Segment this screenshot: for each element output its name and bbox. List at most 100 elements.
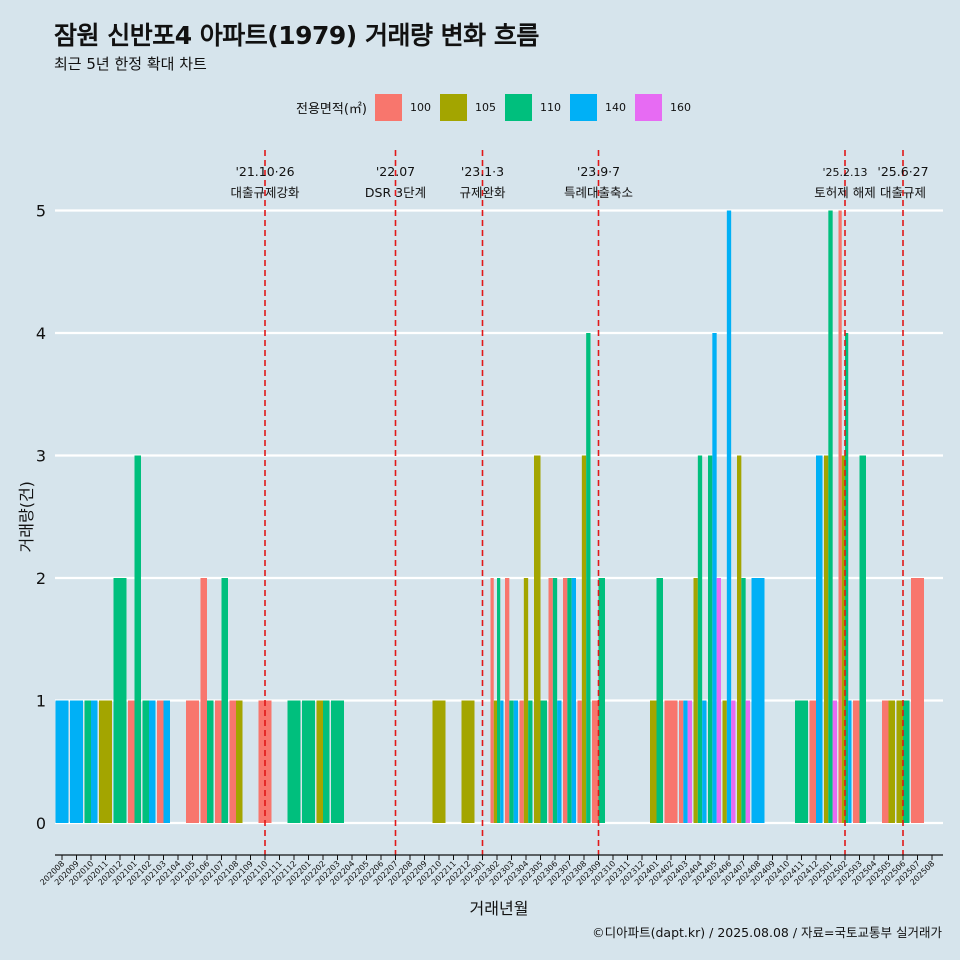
legend-swatch-105 bbox=[439, 93, 467, 121]
bar-202308-100 bbox=[577, 700, 582, 823]
bar-202405-160 bbox=[716, 578, 721, 823]
bar-202502-105 bbox=[841, 455, 845, 823]
bar-202012-110 bbox=[113, 578, 127, 823]
bar-202405-140 bbox=[712, 333, 717, 823]
y-tick-label: 5 bbox=[36, 202, 46, 221]
bar-202306-100 bbox=[548, 578, 553, 823]
bar-202106-100 bbox=[200, 578, 207, 823]
source-caption: ©디아파트(dapt.kr) / 2025.08.08 / 자료=국토교통부 실… bbox=[592, 925, 942, 940]
bar-202506-105 bbox=[896, 700, 903, 823]
bar-202308-105 bbox=[581, 455, 587, 823]
bar-202308-110 bbox=[586, 333, 591, 823]
legend-item-100: 100 bbox=[374, 93, 432, 121]
event-text-label: 특례대출축소 bbox=[564, 185, 633, 200]
legend-swatch-140 bbox=[569, 93, 597, 121]
bar-202502-140 bbox=[848, 700, 852, 823]
bar-202505-100 bbox=[882, 700, 889, 823]
bar-202501-110 bbox=[828, 210, 833, 823]
bar-202503-110 bbox=[859, 455, 866, 823]
bar-202108-100 bbox=[229, 700, 236, 823]
bar-202407-105 bbox=[737, 455, 742, 823]
legend-item-160: 160 bbox=[634, 93, 692, 121]
chart-title: 잠원 신반포4 아파트(1979) 거래량 변화 흐름 bbox=[54, 21, 539, 50]
bar-202503-100 bbox=[853, 700, 860, 823]
bar-202103-140 bbox=[163, 700, 170, 823]
bar-202309-110 bbox=[598, 578, 605, 823]
bar-202401-110 bbox=[656, 578, 663, 823]
event-date-label: '23.1·3 bbox=[461, 164, 504, 179]
bar-202307-110 bbox=[567, 578, 572, 823]
event-text-label: 대출규제강화 bbox=[230, 185, 300, 200]
y-tick-label: 0 bbox=[36, 814, 46, 833]
legend-label-110: 110 bbox=[539, 100, 561, 114]
bar-202412-100 bbox=[809, 700, 816, 823]
bar-202408-140 bbox=[751, 578, 765, 823]
bar-202302-110 bbox=[497, 578, 501, 823]
legend-item-110: 110 bbox=[504, 93, 562, 121]
bar-202101-110 bbox=[134, 455, 141, 823]
bar-202202-105 bbox=[316, 700, 323, 823]
event-date-label: '22.07 bbox=[376, 164, 415, 179]
bar-202210-105 bbox=[432, 700, 446, 823]
bar-202009-140 bbox=[70, 700, 83, 823]
bar-202501-105 bbox=[824, 455, 829, 823]
bar-202103-100 bbox=[157, 700, 164, 823]
bar-202302-140 bbox=[500, 700, 504, 823]
bar-202303-100 bbox=[505, 578, 510, 823]
legend-swatch-110 bbox=[504, 93, 532, 121]
legend-label-140: 140 bbox=[604, 100, 626, 114]
bar-202304-105 bbox=[523, 578, 529, 823]
event-text-label: 규제완화 bbox=[459, 185, 506, 200]
bar-202405-110 bbox=[708, 455, 713, 823]
bar-202502-110 bbox=[845, 333, 849, 823]
bar-202407-110 bbox=[741, 578, 746, 823]
bar-202306-140 bbox=[557, 700, 562, 823]
legend-swatch-160 bbox=[634, 93, 662, 121]
event-text-label: DSR 3단계 bbox=[365, 185, 426, 200]
bar-202403-140 bbox=[683, 700, 688, 823]
y-axis-label: 거래량(건) bbox=[17, 481, 36, 552]
event-text-label: 대출규제 bbox=[880, 185, 926, 200]
bar-202102-110 bbox=[142, 700, 149, 823]
bar-202303-140 bbox=[513, 700, 518, 823]
bar-202107-100 bbox=[215, 700, 222, 823]
bar-202404-105 bbox=[693, 578, 698, 823]
chart-subtitle: 최근 5년 한정 확대 차트 bbox=[54, 55, 207, 73]
bar-202412-140 bbox=[816, 455, 823, 823]
bar-202010-140 bbox=[91, 700, 98, 823]
bar-202304-100 bbox=[519, 700, 524, 823]
bar-202304-110 bbox=[528, 700, 533, 823]
bar-202403-100 bbox=[679, 700, 684, 823]
bar-202302-100 bbox=[490, 578, 494, 823]
legend-item-140: 140 bbox=[569, 93, 627, 121]
bar-202406-140 bbox=[726, 210, 732, 823]
event-date-label: '25.6·27 bbox=[877, 164, 928, 179]
legend-label-160: 160 bbox=[669, 100, 691, 114]
bar-202506-110 bbox=[903, 700, 910, 823]
bar-202407-160 bbox=[745, 700, 750, 823]
bar-202307-100 bbox=[563, 578, 568, 823]
bar-202307-140 bbox=[571, 578, 576, 823]
bar-202107-110 bbox=[221, 578, 228, 823]
bar-202011-105 bbox=[99, 700, 112, 823]
bar-202108-105 bbox=[236, 700, 243, 823]
bar-202302-105 bbox=[493, 700, 497, 823]
event-date-label: '21.10·26 bbox=[235, 164, 294, 179]
bar-202309-100 bbox=[592, 700, 599, 823]
bar-202105-100 bbox=[186, 700, 199, 823]
bar-202306-110 bbox=[552, 578, 558, 823]
y-tick-label: 1 bbox=[36, 692, 46, 711]
bar-202008-140 bbox=[55, 700, 69, 823]
legend-label-100: 100 bbox=[409, 100, 431, 114]
event-date-label: '25.2.13 bbox=[822, 166, 867, 179]
y-tick-label: 3 bbox=[36, 447, 46, 466]
bar-202411-110 bbox=[795, 700, 808, 823]
bar-202403-160 bbox=[687, 700, 692, 823]
bar-202404-140 bbox=[702, 700, 707, 823]
legend-swatch-100 bbox=[374, 93, 402, 121]
bar-202406-160 bbox=[731, 700, 736, 823]
bar-202507-100 bbox=[911, 578, 924, 823]
bar-202203-110 bbox=[331, 700, 344, 823]
y-tick-label: 4 bbox=[36, 324, 46, 343]
